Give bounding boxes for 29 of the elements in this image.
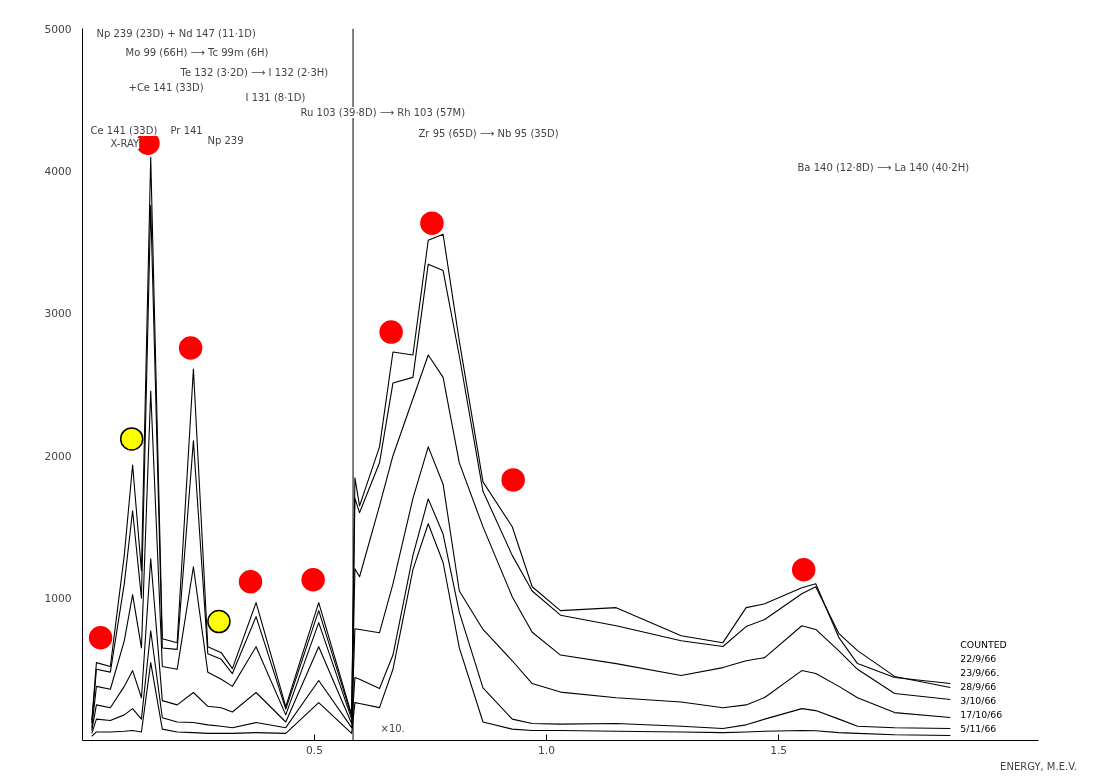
annotation: ×10.: [380, 723, 405, 734]
series-label: 3/10/66: [960, 695, 997, 706]
x-tick-label: 1.0: [538, 743, 556, 757]
annotation: X-RAY: [110, 138, 141, 149]
text: 22/9/66: [960, 653, 997, 664]
y-tick-label: 3000: [44, 307, 72, 321]
annotation: +Ce 141 (33D): [128, 82, 204, 93]
annotation: Ru 103 (39·8D) ⟶ Rh 103 (57M): [300, 107, 466, 118]
annotation: Zr 95 (65D) ⟶ Nb 95 (35D): [418, 128, 559, 139]
series-label: 28/9/66: [960, 681, 997, 692]
x-tick-label: 0.5: [306, 743, 324, 757]
annotation: I 131 (8·1D): [245, 92, 306, 103]
y-tick-label: 1000: [44, 592, 72, 606]
y-tick-label: 4000: [44, 164, 72, 178]
y-tick-label: 2000: [44, 449, 72, 463]
series-label: 5/11/66: [960, 723, 997, 734]
legend-title: COUNTED: [960, 639, 1007, 650]
annotation: Pr 141: [170, 125, 203, 136]
annotation: Te 132 (3·2D) ⟶ I 132 (2·3H): [179, 67, 329, 78]
annotation: Ba 140 (12·8D) ⟶ La 140 (40·2H): [797, 162, 970, 173]
y-tick-label: 5000: [44, 22, 72, 36]
series-label: 17/10/66: [960, 709, 1003, 720]
annotation: Mo 99 (66H) ⟶ Tc 99m (6H): [125, 47, 269, 58]
annotation: Np 239 (23D) + Nd 147 (11·1D): [96, 28, 256, 39]
series-label: 23/9/66.: [960, 667, 1000, 678]
annotation: Np 239: [207, 135, 244, 146]
x-axis-title: ENERGY, M.E.V.: [1000, 760, 1077, 772]
annotation: Ce 141 (33D): [90, 125, 158, 136]
x-tick-label: 1.5: [770, 743, 788, 757]
